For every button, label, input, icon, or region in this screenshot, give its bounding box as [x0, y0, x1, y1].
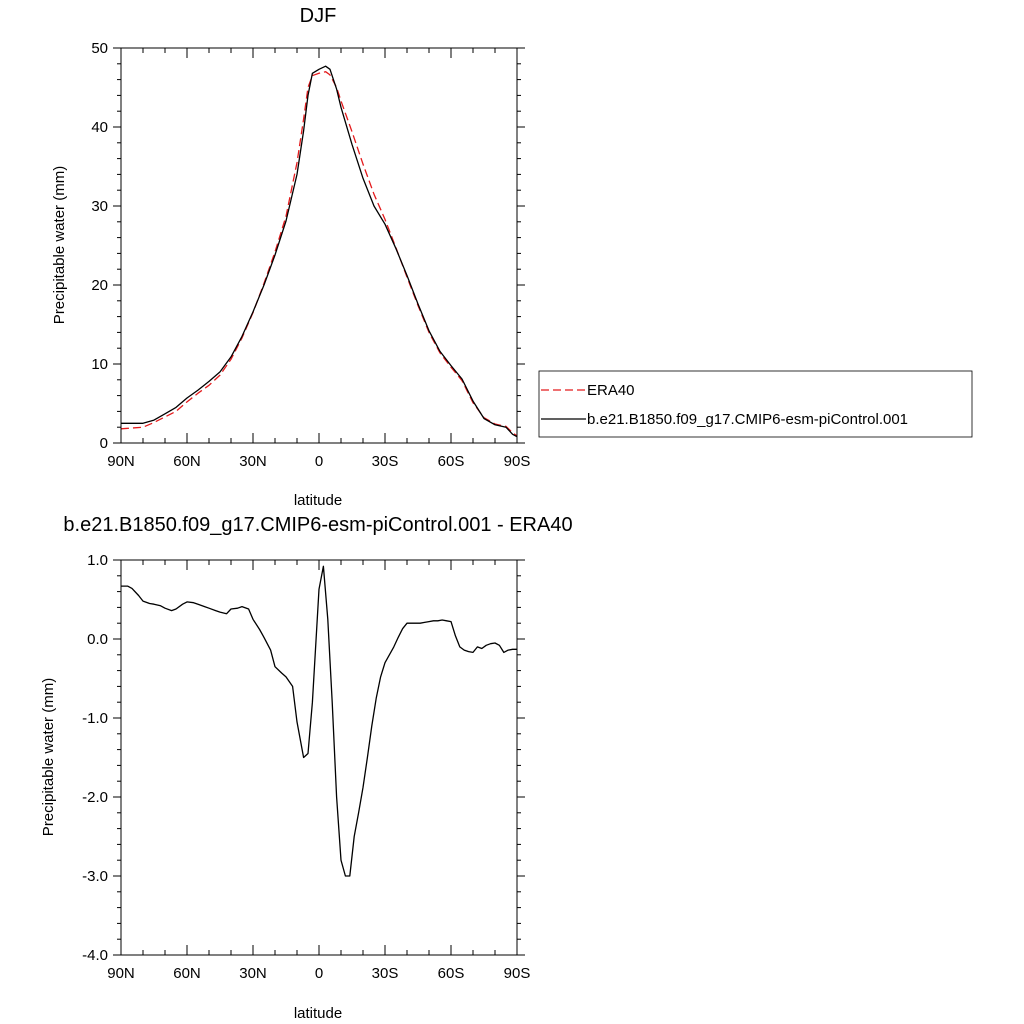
y-tick-label: -1.0	[82, 710, 108, 727]
x-tick-label: 60S	[438, 965, 465, 982]
bottom-chart-ticks	[113, 559, 525, 956]
legend-box	[538, 370, 973, 438]
top-chart-tick-labels: 90N 60N 30N 0 30S 60S 90S 0 10 20 30 40 50	[91, 40, 530, 470]
legend-label-model: b.e21.B1850.f09_g17.CMIP6-esm-piControl.…	[587, 411, 908, 428]
y-tick-label: -4.0	[82, 947, 108, 964]
top-chart-x-axis-label: latitude	[294, 492, 342, 509]
x-tick-label: 90S	[504, 453, 531, 470]
y-tick-label: 40	[91, 119, 108, 136]
x-tick-label: 30N	[239, 965, 267, 982]
x-tick-label: 30S	[372, 453, 399, 470]
bottom-chart-plot-frame	[120, 559, 518, 956]
bottom-chart-panel: b.e21.B1850.f09_g17.CMIP6-esm-piControl.…	[40, 514, 573, 1022]
y-tick-label: 20	[91, 277, 108, 294]
x-tick-label: 60N	[173, 965, 201, 982]
y-tick-label: 30	[91, 198, 108, 215]
legend: ERA40 b.e21.B1850.f09_g17.CMIP6-esm-piCo…	[538, 370, 973, 438]
bottom-chart-y-axis-label: Precipitable water (mm)	[40, 678, 57, 836]
top-chart-title: DJF	[300, 5, 337, 27]
y-tick-label: -3.0	[82, 868, 108, 885]
bottom-chart-x-axis-label: latitude	[294, 1005, 342, 1022]
x-tick-label: 30N	[239, 453, 267, 470]
y-tick-label: 0	[100, 435, 108, 452]
top-series-line-1	[121, 65, 518, 438]
top-chart-y-axis-label: Precipitable water (mm)	[51, 166, 68, 324]
bottom-chart-tick-labels: 90N 60N 30N 0 30S 60S 90S 1.0 0.0 -1.0 -2.0 -3.0 -4.…	[82, 552, 530, 982]
x-tick-label: 30S	[372, 965, 399, 982]
x-tick-label: 90N	[107, 453, 135, 470]
x-tick-label: 60N	[173, 453, 201, 470]
top-series-line-0	[120, 71, 518, 437]
x-tick-label: 60S	[438, 453, 465, 470]
y-tick-label: 10	[91, 356, 108, 373]
bottom-series-line-0	[121, 565, 517, 877]
y-tick-label: 1.0	[87, 552, 108, 569]
x-tick-label: 90S	[504, 965, 531, 982]
bottom-chart-title: b.e21.B1850.f09_g17.CMIP6-esm-piControl.…	[63, 514, 572, 536]
top-chart-ticks	[113, 47, 525, 444]
legend-label-era40: ERA40	[587, 382, 635, 399]
top-chart-panel: DJF Precipitable water (mm) latitude 90N…	[51, 5, 530, 509]
x-tick-label: 90N	[107, 965, 135, 982]
y-tick-label: 50	[91, 40, 108, 57]
top-chart-series	[120, 65, 518, 438]
x-tick-label: 0	[315, 453, 323, 470]
y-tick-label: -2.0	[82, 789, 108, 806]
x-tick-label: 0	[315, 965, 323, 982]
top-chart-plot-frame	[120, 47, 518, 444]
bottom-chart-series	[121, 565, 517, 877]
y-tick-label: 0.0	[87, 631, 108, 648]
